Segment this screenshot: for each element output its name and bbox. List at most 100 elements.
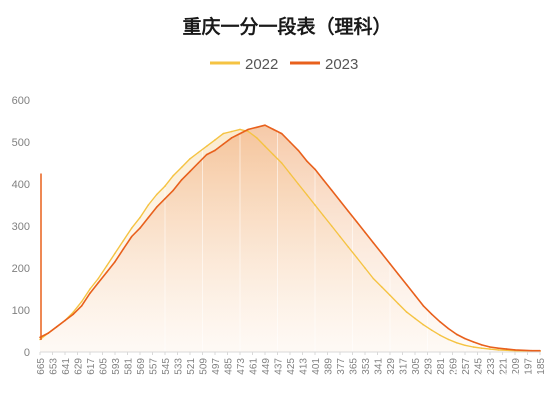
data-point-2023: [155, 206, 158, 208]
data-point-2023: [347, 210, 350, 213]
data-point-2022: [422, 323, 425, 326]
data-point-2023: [64, 319, 66, 322]
data-point-2023: [430, 313, 433, 316]
data-point-2023: [139, 227, 141, 229]
x-tick-label: 389: [324, 358, 335, 375]
y-tick-label: 100: [12, 305, 30, 317]
data-point-2023: [72, 313, 75, 316]
data-point-2022: [205, 145, 208, 147]
y-axis: 0 100 200 300 400 500 600: [12, 95, 30, 359]
x-tick-label: 461: [249, 358, 260, 375]
data-point-2022: [214, 139, 216, 141]
data-point-2023: [439, 321, 441, 323]
area-fills: [40, 120, 540, 352]
data-point-2022: [397, 302, 400, 305]
data-point-2022: [405, 311, 408, 313]
x-tick-label: 257: [461, 358, 472, 375]
data-point-2023: [389, 263, 391, 265]
data-point-2023: [314, 168, 316, 171]
data-point-2022: [164, 185, 166, 187]
data-point-2023: [114, 260, 116, 263]
series-lines: [39, 124, 541, 353]
data-point-2023: [197, 162, 200, 164]
watermark-text: 优学志愿通: [468, 371, 523, 385]
legend: 2022 2023: [210, 56, 358, 73]
data-point-2022: [439, 334, 441, 337]
x-tick-label: 281: [436, 358, 447, 375]
data-point-2022: [172, 174, 175, 177]
data-point-2022: [155, 193, 158, 196]
data-point-2023: [97, 281, 100, 284]
x-tick-label: 353: [361, 358, 372, 375]
data-point-2022: [480, 347, 483, 350]
data-point-2022: [122, 239, 125, 242]
data-point-2023: [489, 346, 491, 348]
x-tick-label: 497: [211, 358, 222, 375]
y-tick-label: 200: [12, 263, 30, 275]
data-point-2023: [355, 221, 358, 223]
data-point-2023: [230, 137, 233, 139]
data-point-2023: [172, 189, 175, 192]
x-tick-label: 629: [74, 358, 85, 375]
data-point-2023: [497, 347, 500, 350]
data-point-2023: [305, 160, 308, 162]
data-point-2022: [130, 227, 133, 229]
x-tick-label: 185: [536, 358, 547, 375]
data-point-2023: [205, 153, 208, 156]
data-point-2023: [222, 143, 225, 145]
data-point-2023: [380, 252, 383, 255]
data-point-2023: [289, 141, 291, 143]
data-point-2022: [222, 132, 225, 135]
data-point-2023: [472, 341, 475, 343]
data-point-2022: [322, 214, 325, 217]
data-point-2022: [355, 256, 358, 259]
data-point-2022: [389, 294, 391, 297]
data-point-2023: [455, 333, 458, 336]
data-point-2022: [497, 349, 500, 351]
data-point-2022: [147, 204, 150, 206]
x-tick-label: 437: [274, 358, 285, 375]
data-point-2022: [114, 252, 116, 255]
x-tick-label: 509: [199, 358, 210, 375]
y-tick-label: 0: [24, 347, 30, 359]
x-tick-label: 521: [186, 358, 197, 375]
data-point-2023: [530, 349, 533, 352]
data-point-2022: [280, 162, 283, 164]
data-point-2022: [489, 348, 491, 350]
x-tick-label: 653: [49, 358, 60, 375]
x-tick-label: 197: [524, 358, 535, 375]
data-point-2022: [305, 193, 308, 196]
data-point-2023: [272, 128, 275, 131]
data-point-2023: [122, 248, 125, 250]
x-tick-label: 293: [424, 358, 435, 375]
data-point-2022: [80, 300, 83, 303]
data-point-2022: [455, 342, 458, 344]
data-point-2022: [105, 265, 108, 267]
data-point-2022: [139, 216, 141, 219]
data-point-2022: [380, 286, 383, 288]
data-point-2022: [197, 151, 200, 154]
data-point-2023: [364, 231, 366, 234]
data-point-2023: [372, 242, 375, 244]
data-point-2022: [272, 153, 275, 156]
data-point-2022: [372, 277, 375, 280]
legend-label-2022: 2022: [245, 56, 278, 73]
data-point-2023: [297, 149, 300, 152]
data-point-2022: [247, 130, 250, 133]
y-tick-label: 500: [12, 137, 30, 149]
x-tick-label: 593: [111, 358, 122, 375]
data-point-2022: [239, 128, 241, 131]
data-point-2022: [89, 288, 91, 290]
x-tick-label: 377: [336, 358, 347, 375]
x-tick-label: 533: [174, 358, 185, 375]
data-point-2023: [514, 349, 516, 351]
data-point-2022: [289, 172, 291, 175]
data-point-2022: [447, 338, 450, 341]
data-point-2023: [397, 273, 400, 276]
data-point-2023: [422, 305, 425, 307]
data-point-2023: [405, 284, 408, 286]
x-tick-label: 665: [36, 358, 47, 375]
x-tick-label: 245: [474, 358, 485, 375]
x-tick-label: 221: [499, 358, 510, 375]
data-point-2023: [322, 179, 325, 181]
